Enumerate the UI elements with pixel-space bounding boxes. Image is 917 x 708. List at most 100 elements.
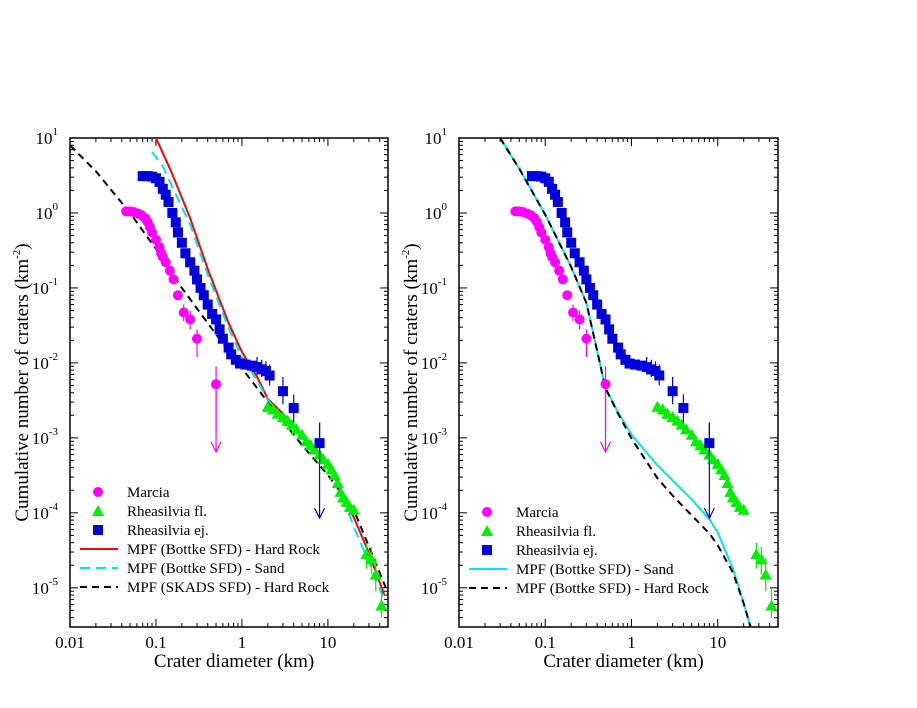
point-rheasilvia-ej: [560, 217, 571, 228]
point-rheasilvia-fl: [369, 568, 382, 580]
point-rheasilvia-ej: [235, 358, 246, 369]
x-tick-label: 1: [238, 633, 247, 652]
legend-label-marcia: Marcia: [516, 505, 559, 521]
y-tick-exponent: 1: [53, 126, 59, 138]
point-marcia: [160, 257, 171, 268]
y-tick-exponent: -3: [49, 426, 59, 438]
left-panel: 0.01 0.1 1 1010110010-110-210-310-410-5Crat…: [11, 126, 389, 672]
point-rheasilvia-ej: [569, 248, 580, 259]
right-panel: 0.01 0.1 1 1010110010-110-210-310-410-5Crat…: [400, 126, 779, 672]
point-rheasilvia-ej: [185, 257, 196, 268]
point-rheasilvia-ej: [167, 207, 178, 218]
legend-marker-marcia: [482, 507, 492, 517]
point-rheasilvia-ej: [547, 183, 558, 194]
y-tick-exponent: -5: [49, 576, 59, 588]
x-tick-label: 0.01: [55, 633, 85, 652]
y-tick-exponent: -1: [438, 276, 447, 288]
point-rheasilvia-ej: [202, 299, 213, 310]
point-rheasilvia-fl: [721, 477, 734, 489]
point-rheasilvia-ej: [578, 265, 589, 276]
legend-label-rheasilvia-fl: Rheasilvia fl.: [127, 504, 207, 520]
y-axis-title-exponent: -2: [400, 250, 412, 259]
y-tick-exponent: -1: [49, 276, 58, 288]
point-rheasilvia-fl: [375, 599, 388, 611]
point-rheasilvia-ej: [240, 359, 251, 370]
y-tick-label: 10-5: [421, 576, 448, 598]
point-rheasilvia-ej: [613, 342, 624, 353]
y-axis-title-exponent: -2: [11, 250, 23, 259]
y-tick-exponent: 0: [53, 201, 59, 213]
point-marcia: [168, 274, 179, 285]
y-tick-label: 101: [425, 126, 448, 148]
point-rheasilvia-ej: [636, 360, 647, 371]
limit-arrow-head: [703, 507, 715, 520]
point-marcia: [191, 333, 202, 344]
point-marcia: [164, 265, 175, 276]
legend-label-mpf-bottke-sfd-sand: MPF (Bottke SFD) - Sand: [127, 561, 285, 577]
x-axis-title: Crater diameter (km): [154, 651, 314, 672]
point-marcia: [574, 314, 585, 325]
legend-label-mpf-bottke-sfd-sand: MPF (Bottke SFD) - Sand: [516, 562, 674, 578]
point-marcia: [211, 379, 222, 390]
y-tick-label: 10-5: [32, 576, 59, 598]
point-rheasilvia-ej: [604, 324, 615, 335]
x-tick-label: 0.1: [145, 633, 166, 652]
point-rheasilvia-fl: [331, 477, 344, 489]
point-rheasilvia-ej: [163, 197, 174, 208]
point-marcia: [600, 379, 611, 390]
point-rheasilvia-ej: [624, 358, 635, 369]
series-line-mpf-skads-sfd-hard-rock: [70, 144, 388, 594]
point-rheasilvia-ej: [214, 324, 225, 335]
point-rheasilvia-fl: [290, 423, 303, 435]
point-rheasilvia-fl: [296, 428, 309, 440]
x-tick-label: 0.01: [444, 633, 474, 652]
limit-arrow-head: [314, 507, 326, 520]
y-axis-title: Cumulative number of craters (km-2): [11, 243, 33, 521]
y-tick-exponent: -4: [49, 501, 59, 513]
point-rheasilvia-ej: [667, 386, 678, 397]
point-rheasilvia-ej: [211, 314, 222, 325]
point-marcia: [554, 265, 565, 276]
point-rheasilvia-ej: [198, 290, 209, 301]
y-tick-label: 10-3: [421, 426, 448, 448]
point-rheasilvia-ej: [189, 265, 200, 276]
y-tick-label: 100: [425, 201, 448, 223]
point-marcia: [540, 234, 551, 245]
plot-area: [499, 138, 778, 627]
point-rheasilvia-ej: [176, 237, 187, 248]
y-axis-title-tail: ): [401, 243, 422, 249]
point-rheasilvia-ej: [154, 176, 165, 187]
legend-marker-rheasilvia-fl: [92, 505, 104, 516]
point-rheasilvia-ej: [596, 308, 607, 319]
point-marcia: [150, 234, 161, 245]
legend-label-mpf-skads-sfd-hard-rock: MPF (SKADS SFD) - Hard Rock: [127, 580, 330, 596]
point-rheasilvia-ej: [277, 386, 288, 397]
point-rheasilvia-ej: [207, 308, 218, 319]
point-marcia: [178, 307, 189, 318]
point-marcia: [172, 290, 183, 301]
point-rheasilvia-ej: [584, 282, 595, 293]
legend-marker-rheasilvia-ej: [482, 545, 492, 555]
point-rheasilvia-ej: [556, 207, 567, 218]
point-rheasilvia-ej: [172, 227, 183, 238]
legend-marker-rheasilvia-fl: [481, 525, 493, 536]
point-rheasilvia-ej: [552, 197, 563, 208]
point-rheasilvia-fl: [308, 443, 321, 455]
point-rheasilvia-ej: [550, 189, 561, 200]
y-axis-title-tail: ): [12, 243, 33, 249]
point-rheasilvia-fl: [680, 423, 693, 435]
x-tick-label: 1: [627, 633, 636, 652]
point-marcia: [557, 274, 568, 285]
point-rheasilvia-ej: [562, 227, 573, 238]
point-rheasilvia-ej: [592, 299, 603, 310]
point-rheasilvia-ej: [543, 176, 554, 187]
point-marcia: [562, 290, 573, 301]
y-tick-exponent: -2: [438, 351, 447, 363]
legend: Marcia Rheasilvia fl. Rheasilvia ej. MPF (B…: [469, 505, 709, 597]
x-axis-title: Crater diameter (km): [543, 651, 703, 672]
y-tick-exponent: 1: [442, 126, 448, 138]
point-rheasilvia-ej: [588, 290, 599, 301]
point-rheasilvia-ej: [288, 403, 299, 414]
point-rheasilvia-ej: [607, 333, 618, 344]
point-marcia: [550, 257, 561, 268]
